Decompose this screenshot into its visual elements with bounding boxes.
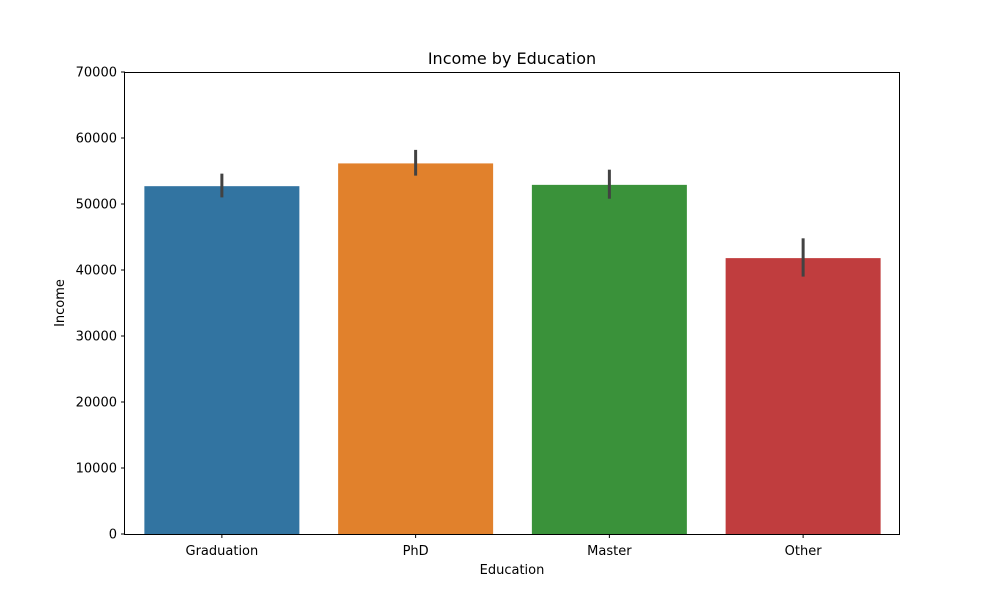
y-tick-label: 70000 xyxy=(76,66,117,81)
bar-phd xyxy=(338,163,494,534)
bar-other xyxy=(725,258,881,534)
y-tick-label: 40000 xyxy=(76,264,117,279)
x-axis-label: Education xyxy=(480,563,545,578)
y-tick-label: 50000 xyxy=(76,198,117,213)
x-tick-label: Graduation xyxy=(186,544,259,559)
y-tick-label: 20000 xyxy=(76,396,117,411)
y-tick-label: 60000 xyxy=(76,132,117,147)
bars-layer xyxy=(144,163,881,535)
y-axis-label: Income xyxy=(53,279,68,327)
x-tick-label: Other xyxy=(785,544,823,559)
x-tick-label: Master xyxy=(587,544,632,559)
y-tick-label: 10000 xyxy=(76,462,117,477)
y-axis: 0 10000 20000 30000 40000 50000 60000 70000 xyxy=(76,66,125,543)
chart-title: Income by Education xyxy=(428,49,596,68)
bar-master xyxy=(531,184,687,535)
y-tick-label: 30000 xyxy=(76,330,117,345)
x-tick-label: PhD xyxy=(403,544,429,559)
bar-graduation xyxy=(144,186,300,534)
plot-frame xyxy=(124,72,900,535)
errorbars-layer xyxy=(220,149,805,277)
x-axis: Graduation PhD Master Other xyxy=(186,534,823,559)
y-tick-label: 0 xyxy=(109,528,117,543)
